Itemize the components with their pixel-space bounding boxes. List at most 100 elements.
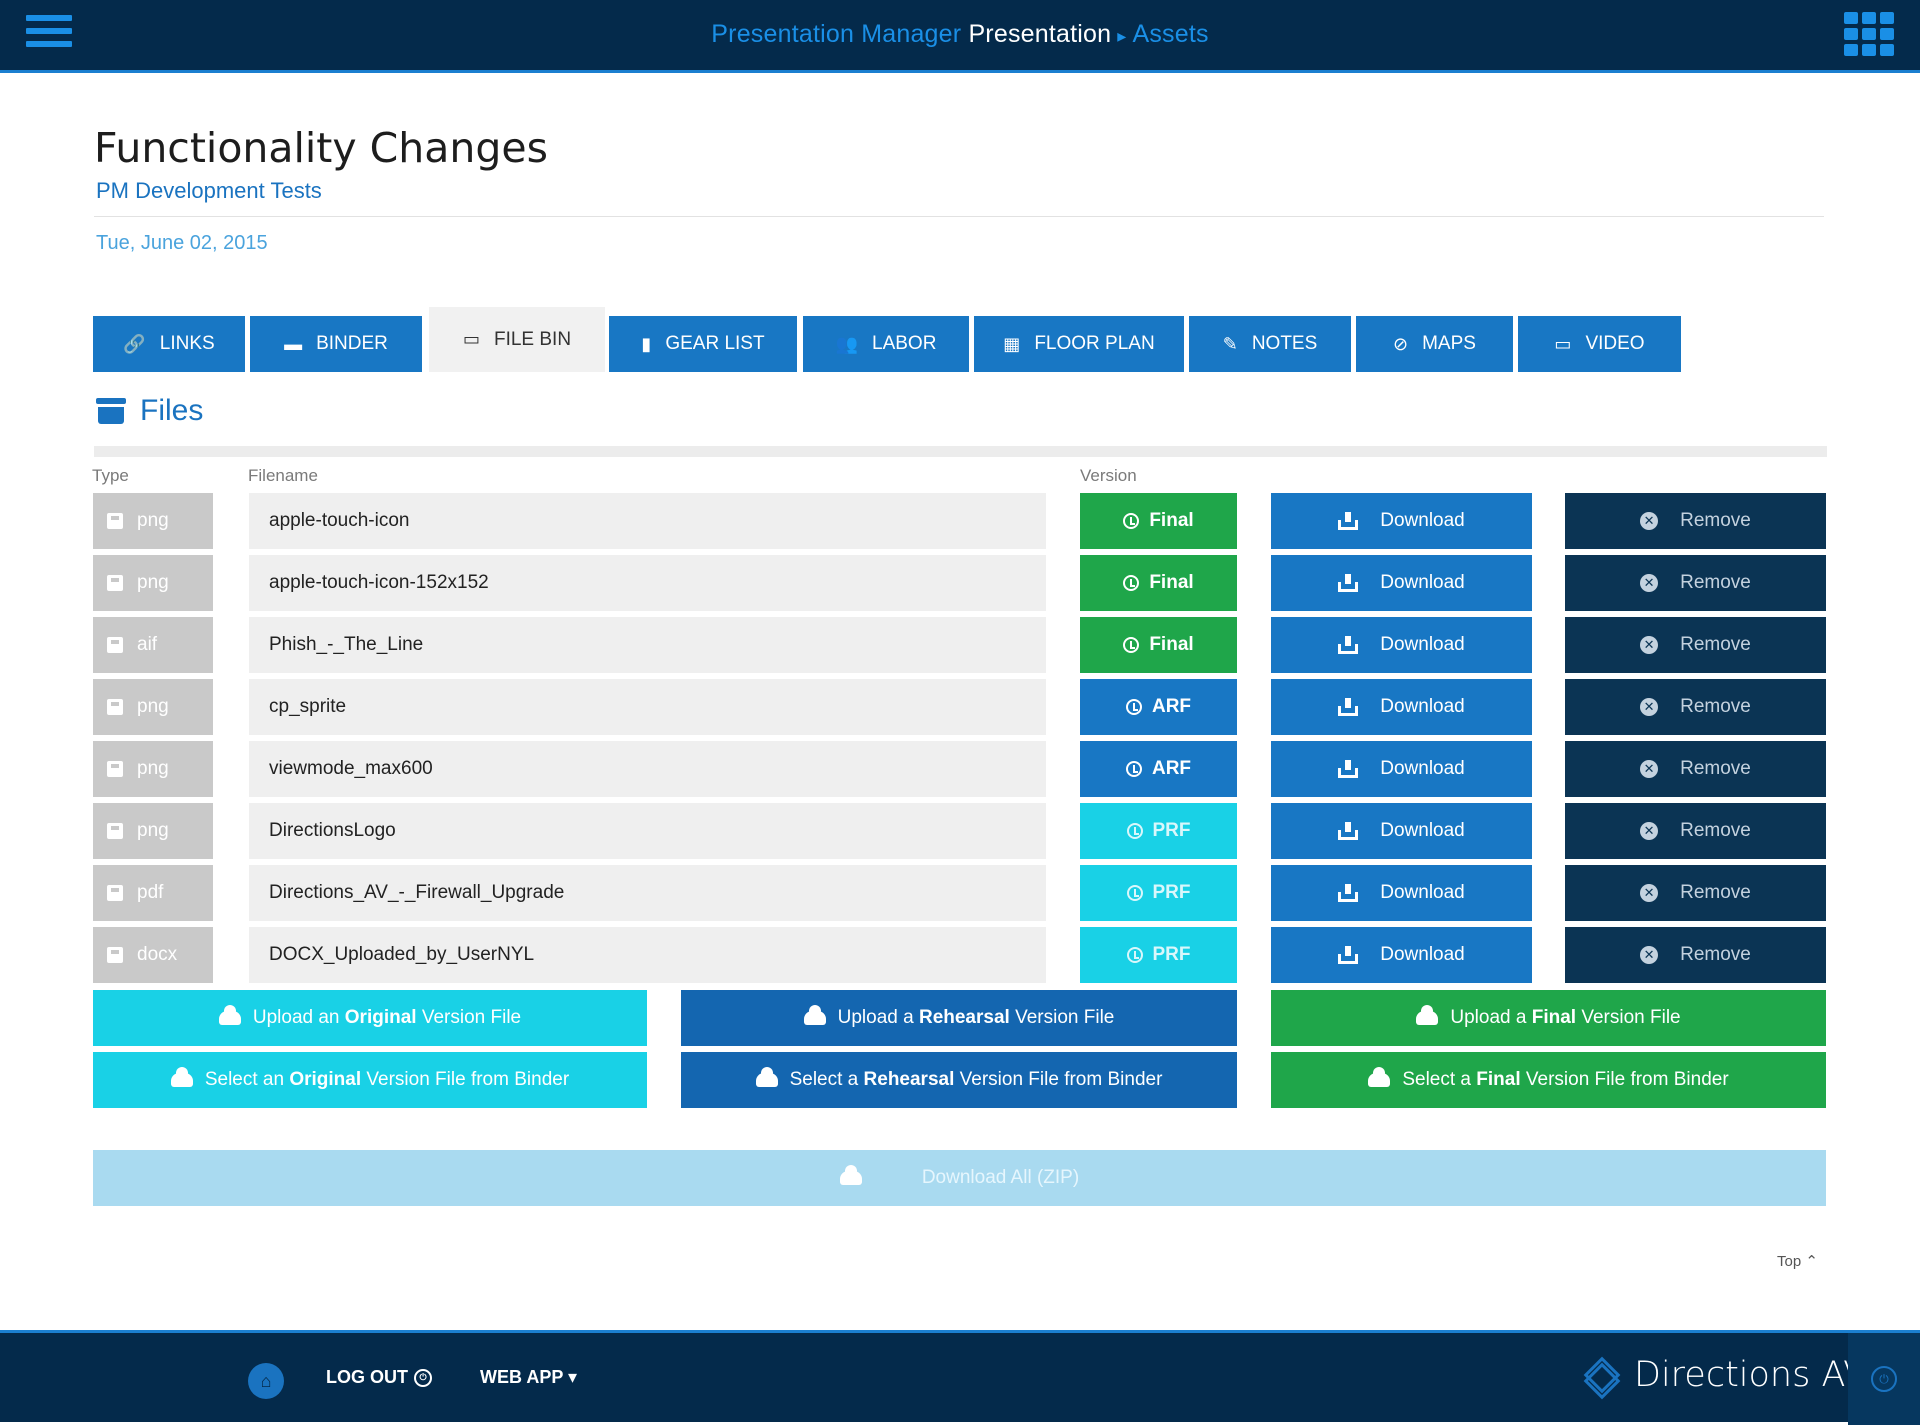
download-all-label: Download All (ZIP)	[921, 1167, 1080, 1188]
download-icon	[1338, 946, 1359, 964]
select-rehearsal-button[interactable]: Select a Rehearsal Version File from Bin…	[681, 1052, 1237, 1108]
remove-button[interactable]: ✕ Remove	[1565, 803, 1826, 859]
download-button[interactable]: Download	[1271, 927, 1532, 983]
tab-video[interactable]: ▭ VIDEO	[1518, 316, 1681, 372]
remove-button[interactable]: ✕ Remove	[1565, 741, 1826, 797]
upload-final-button[interactable]: Upload a Final Version File	[1271, 990, 1826, 1046]
file-icon	[107, 947, 123, 963]
download-label: Download	[1380, 882, 1465, 903]
tab-binder[interactable]: ▬ BINDER	[250, 316, 422, 372]
download-button[interactable]: Download	[1271, 617, 1532, 673]
remove-button[interactable]: ✕ Remove	[1565, 679, 1826, 735]
download-button[interactable]: Download	[1271, 679, 1532, 735]
remove-label: Remove	[1680, 634, 1751, 655]
file-icon	[107, 885, 123, 901]
apps-grid-icon[interactable]	[1844, 12, 1894, 56]
files-heading-text: Files	[140, 394, 204, 427]
cloud-icon	[1368, 1067, 1391, 1087]
tab-label: LABOR	[872, 333, 937, 354]
tab-notes[interactable]: ✎ NOTES	[1189, 316, 1351, 372]
download-button[interactable]: Download	[1271, 865, 1532, 921]
download-icon	[1338, 884, 1359, 902]
top-link-label: Top	[1777, 1253, 1802, 1270]
version-button[interactable]: PRF	[1080, 927, 1237, 983]
table-row: png viewmode_max600 ARF Download ✕ Remove	[93, 741, 1826, 797]
link-icon: 🔗	[123, 333, 146, 354]
download-label: Download	[1380, 944, 1465, 965]
file-type: png	[137, 510, 169, 531]
tab-label: FLOOR PLAN	[1034, 333, 1155, 354]
file-name: apple-touch-icon	[249, 493, 1046, 549]
history-icon	[1123, 575, 1140, 591]
remove-button[interactable]: ✕ Remove	[1565, 617, 1826, 673]
tab-links[interactable]: 🔗 LINKS	[93, 316, 245, 372]
home-icon[interactable]: ⌂	[248, 1363, 284, 1399]
download-icon	[1338, 698, 1359, 716]
pencil-icon: ✎	[1222, 333, 1238, 354]
cloud-icon	[170, 1067, 193, 1087]
version-button[interactable]: Final	[1080, 493, 1237, 549]
remove-button[interactable]: ✕ Remove	[1565, 927, 1826, 983]
remove-icon: ✕	[1640, 574, 1659, 592]
page-subtitle: PM Development Tests	[96, 178, 322, 203]
logout-button[interactable]: LOG OUT ⏻	[326, 1367, 432, 1388]
download-button[interactable]: Download	[1271, 803, 1532, 859]
download-button[interactable]: Download	[1271, 493, 1532, 549]
tab-labor[interactable]: 👥 LABOR	[803, 316, 969, 372]
version-label: PRF	[1152, 820, 1191, 841]
remove-icon: ✕	[1640, 636, 1659, 654]
logout-label: LOG OUT	[326, 1367, 408, 1387]
remove-button[interactable]: ✕ Remove	[1565, 493, 1826, 549]
power-button[interactable]: ⏻	[1848, 1333, 1920, 1425]
file-type-badge: png	[93, 555, 213, 611]
tab-label: MAPS	[1422, 333, 1476, 354]
download-label: Download	[1380, 634, 1465, 655]
version-button[interactable]: PRF	[1080, 803, 1237, 859]
version-button[interactable]: ARF	[1080, 679, 1237, 735]
version-label: Final	[1149, 510, 1194, 531]
upload-original-button[interactable]: Upload an Original Version File	[93, 990, 647, 1046]
version-button[interactable]: Final	[1080, 617, 1237, 673]
tab-label: GEAR LIST	[665, 333, 765, 354]
tab-file-bin[interactable]: ▭ FILE BIN	[429, 307, 605, 372]
tab-label: LINKS	[159, 333, 215, 354]
download-label: Download	[1380, 696, 1465, 717]
version-button[interactable]: PRF	[1080, 865, 1237, 921]
compass-icon: ⊘	[1393, 333, 1409, 354]
web-app-label: WEB APP	[480, 1367, 564, 1387]
select-original-button[interactable]: Select an Original Version File from Bin…	[93, 1052, 647, 1108]
version-button[interactable]: ARF	[1080, 741, 1237, 797]
table-row: png cp_sprite ARF Download ✕ Remove	[93, 679, 1826, 735]
download-icon	[1338, 822, 1359, 840]
remove-label: Remove	[1680, 696, 1751, 717]
breadcrumb-app[interactable]: Presentation Manager	[711, 20, 962, 48]
download-button[interactable]: Download	[1271, 741, 1532, 797]
remove-label: Remove	[1680, 882, 1751, 903]
version-button[interactable]: Final	[1080, 555, 1237, 611]
select-rehearsal-label: Select a Rehearsal Version File from Bin…	[789, 1069, 1163, 1090]
file-name: cp_sprite	[249, 679, 1046, 735]
hamburger-menu-icon[interactable]	[26, 15, 72, 55]
file-icon	[107, 575, 123, 591]
upload-rehearsal-button[interactable]: Upload a Rehearsal Version File	[681, 990, 1237, 1046]
history-icon	[1123, 513, 1140, 529]
version-label: ARF	[1151, 758, 1192, 779]
remove-icon: ✕	[1640, 884, 1659, 902]
file-box-icon	[96, 398, 126, 424]
back-to-top-link[interactable]: Top ⌃	[1777, 1252, 1818, 1270]
remove-label: Remove	[1680, 572, 1751, 593]
download-all-button[interactable]: Download All (ZIP)	[93, 1150, 1826, 1206]
remove-button[interactable]: ✕ Remove	[1565, 865, 1826, 921]
remove-label: Remove	[1680, 944, 1751, 965]
file-type: png	[137, 696, 169, 717]
file-icon	[107, 699, 123, 715]
download-button[interactable]: Download	[1271, 555, 1532, 611]
remove-button[interactable]: ✕ Remove	[1565, 555, 1826, 611]
file-name: viewmode_max600	[249, 741, 1046, 797]
tab-floor-plan[interactable]: ▦ FLOOR PLAN	[974, 316, 1184, 372]
tab-maps[interactable]: ⊘ MAPS	[1356, 316, 1513, 372]
breadcrumb-current[interactable]: Presentation	[968, 20, 1112, 48]
web-app-dropdown[interactable]: WEB APP ▾	[480, 1367, 577, 1388]
tab-gear-list[interactable]: ▮ GEAR LIST	[609, 316, 797, 372]
select-final-button[interactable]: Select a Final Version File from Binder	[1271, 1052, 1826, 1108]
